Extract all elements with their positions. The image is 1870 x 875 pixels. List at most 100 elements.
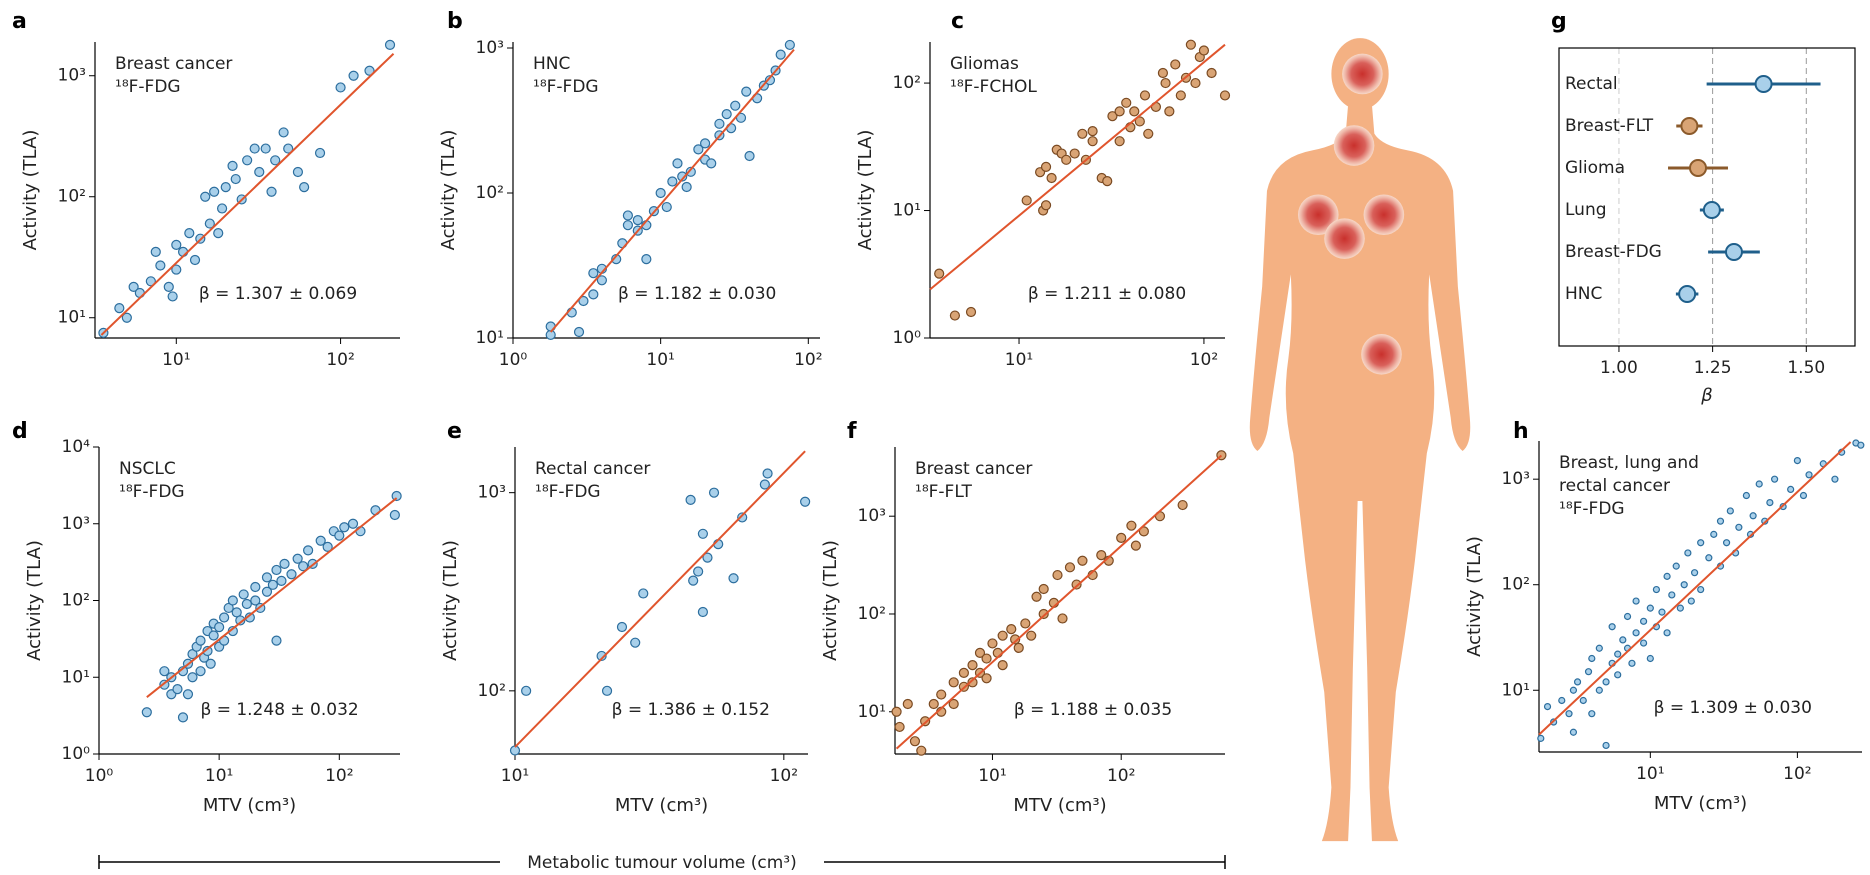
point	[997, 660, 1008, 671]
x-tick-label: 10¹	[646, 350, 674, 370]
point	[292, 166, 304, 178]
point	[1020, 618, 1031, 629]
point	[195, 666, 206, 677]
point	[1588, 654, 1596, 663]
y-tick-label: 10²	[478, 681, 506, 701]
point	[967, 660, 978, 671]
point	[997, 630, 1008, 641]
point	[974, 647, 986, 658]
point	[1672, 562, 1680, 570]
point	[1726, 507, 1734, 515]
point	[1139, 90, 1151, 101]
y-axis-label: Activity (TLA)	[440, 540, 461, 661]
panel-letter: a	[12, 9, 27, 34]
point	[1766, 498, 1774, 507]
point	[721, 109, 732, 120]
point	[1052, 569, 1063, 581]
point	[261, 572, 273, 583]
point	[1219, 90, 1231, 101]
point	[741, 86, 752, 97]
annotation: Breast cancer	[115, 54, 232, 74]
point	[685, 494, 696, 505]
point	[573, 326, 585, 338]
x-tick-label: 10²	[770, 766, 798, 786]
shared-axis-bracket	[98, 850, 1226, 874]
annotation: Gliomas	[950, 54, 1019, 74]
point	[891, 706, 902, 717]
point	[1121, 97, 1132, 108]
x-axis-label: β	[1700, 385, 1713, 406]
point	[730, 100, 741, 111]
panel-letter: d	[12, 419, 28, 444]
fit-line	[1538, 441, 1852, 736]
point	[1046, 172, 1057, 184]
point	[286, 569, 297, 580]
point	[655, 187, 666, 199]
point	[283, 143, 294, 154]
category-label: Lung	[1565, 200, 1607, 220]
point	[121, 312, 132, 323]
point	[1206, 67, 1217, 79]
point	[223, 602, 234, 614]
point	[1722, 539, 1731, 547]
point	[1114, 136, 1125, 147]
point	[1129, 106, 1140, 117]
point	[1799, 491, 1808, 500]
point	[1646, 604, 1654, 612]
point	[335, 82, 346, 93]
point	[1143, 128, 1154, 139]
point	[1107, 111, 1118, 122]
point	[270, 155, 281, 166]
panel-letter: e	[447, 419, 462, 444]
point	[693, 144, 704, 155]
point	[744, 150, 755, 162]
point	[171, 239, 182, 250]
point	[1787, 485, 1795, 494]
point	[391, 490, 402, 502]
point	[588, 268, 599, 279]
point	[965, 306, 977, 318]
point	[934, 268, 945, 279]
x-tick-label: 10²	[326, 350, 354, 370]
x-tick-label: 10¹	[978, 766, 1006, 786]
fit-line	[549, 48, 795, 333]
point	[322, 541, 333, 552]
point	[339, 522, 350, 533]
point	[1705, 554, 1713, 562]
point	[159, 666, 170, 677]
point	[702, 552, 713, 563]
point	[762, 468, 773, 479]
point	[1006, 624, 1017, 635]
point	[1021, 195, 1032, 206]
point	[936, 689, 947, 700]
point	[208, 630, 219, 641]
point	[681, 181, 692, 193]
point	[202, 645, 213, 657]
point	[1710, 530, 1718, 538]
x-tick-label: 10²	[794, 350, 822, 370]
point	[1742, 491, 1750, 500]
point	[800, 496, 811, 507]
point	[1805, 471, 1813, 479]
point	[171, 264, 182, 275]
point	[1061, 154, 1072, 165]
y-tick-label: 10¹	[62, 667, 90, 687]
annotation: Breast cancer	[915, 459, 1032, 479]
point	[1676, 604, 1684, 612]
point	[205, 658, 216, 669]
point	[596, 650, 607, 662]
point	[1569, 728, 1578, 736]
body-illustration	[1249, 38, 1471, 842]
point	[578, 295, 589, 307]
point	[227, 595, 238, 606]
point	[241, 598, 252, 610]
point	[1652, 585, 1661, 594]
fit-line	[895, 454, 1223, 750]
point	[616, 621, 628, 633]
point	[1579, 696, 1587, 705]
point	[1031, 591, 1042, 602]
y-tick-label: 10¹	[58, 308, 86, 328]
point	[1755, 480, 1763, 488]
point	[1543, 703, 1552, 711]
point	[150, 246, 161, 258]
